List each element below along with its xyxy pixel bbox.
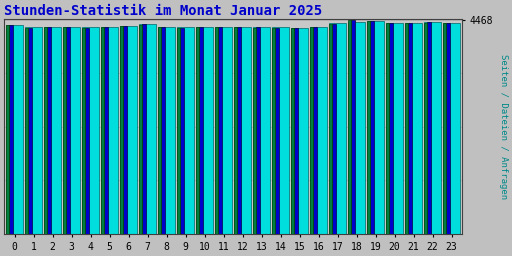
- Bar: [158, 27, 161, 234]
- Bar: [291, 28, 308, 234]
- Bar: [215, 27, 232, 234]
- Bar: [386, 23, 390, 234]
- Bar: [367, 20, 385, 234]
- Bar: [348, 20, 351, 234]
- Bar: [272, 27, 289, 234]
- Bar: [215, 27, 219, 234]
- Bar: [123, 26, 127, 234]
- Bar: [294, 28, 298, 234]
- Bar: [86, 28, 89, 234]
- Bar: [219, 27, 222, 234]
- Bar: [48, 27, 51, 234]
- Bar: [25, 28, 28, 234]
- Bar: [44, 27, 48, 234]
- Bar: [63, 27, 80, 234]
- Bar: [257, 27, 260, 234]
- Bar: [158, 27, 175, 234]
- Bar: [386, 23, 403, 234]
- Bar: [101, 27, 104, 234]
- Text: Stunden-Statistik im Monat Januar 2025: Stunden-Statistik im Monat Januar 2025: [4, 4, 323, 18]
- Bar: [351, 20, 355, 234]
- Bar: [367, 21, 371, 234]
- Bar: [9, 25, 13, 234]
- Y-axis label: Seiten / Dateien / Anfragen: Seiten / Dateien / Anfragen: [499, 54, 508, 199]
- Bar: [405, 23, 422, 234]
- Bar: [180, 28, 184, 234]
- Bar: [253, 27, 270, 234]
- Bar: [390, 23, 393, 234]
- Bar: [310, 27, 313, 234]
- Bar: [405, 23, 409, 234]
- Bar: [120, 26, 137, 234]
- Bar: [443, 23, 446, 234]
- Bar: [101, 27, 118, 234]
- Bar: [253, 28, 257, 234]
- Bar: [371, 21, 374, 234]
- Bar: [446, 23, 450, 234]
- Bar: [332, 24, 336, 234]
- Bar: [424, 23, 428, 234]
- Bar: [161, 27, 165, 234]
- Bar: [28, 28, 32, 234]
- Bar: [120, 26, 123, 234]
- Bar: [82, 28, 86, 234]
- Bar: [275, 28, 279, 234]
- Bar: [6, 25, 23, 234]
- Bar: [67, 27, 70, 234]
- Bar: [329, 24, 332, 234]
- Bar: [139, 24, 156, 234]
- Bar: [238, 27, 241, 234]
- Bar: [272, 28, 275, 234]
- Bar: [234, 27, 251, 234]
- Bar: [199, 27, 203, 234]
- Bar: [142, 25, 146, 234]
- Bar: [139, 25, 142, 234]
- Bar: [409, 23, 412, 234]
- Bar: [63, 27, 67, 234]
- Bar: [428, 23, 431, 234]
- Bar: [25, 27, 42, 234]
- Bar: [313, 27, 317, 234]
- Bar: [310, 27, 327, 234]
- Bar: [44, 27, 61, 234]
- Bar: [6, 25, 9, 234]
- Bar: [177, 28, 180, 234]
- Bar: [291, 28, 294, 234]
- Bar: [196, 27, 199, 234]
- Bar: [177, 27, 194, 234]
- Bar: [234, 27, 238, 234]
- Bar: [82, 27, 99, 234]
- Bar: [196, 27, 214, 234]
- Bar: [104, 27, 108, 234]
- Bar: [424, 22, 441, 234]
- Bar: [348, 22, 366, 234]
- Bar: [329, 23, 346, 234]
- Bar: [443, 23, 460, 234]
